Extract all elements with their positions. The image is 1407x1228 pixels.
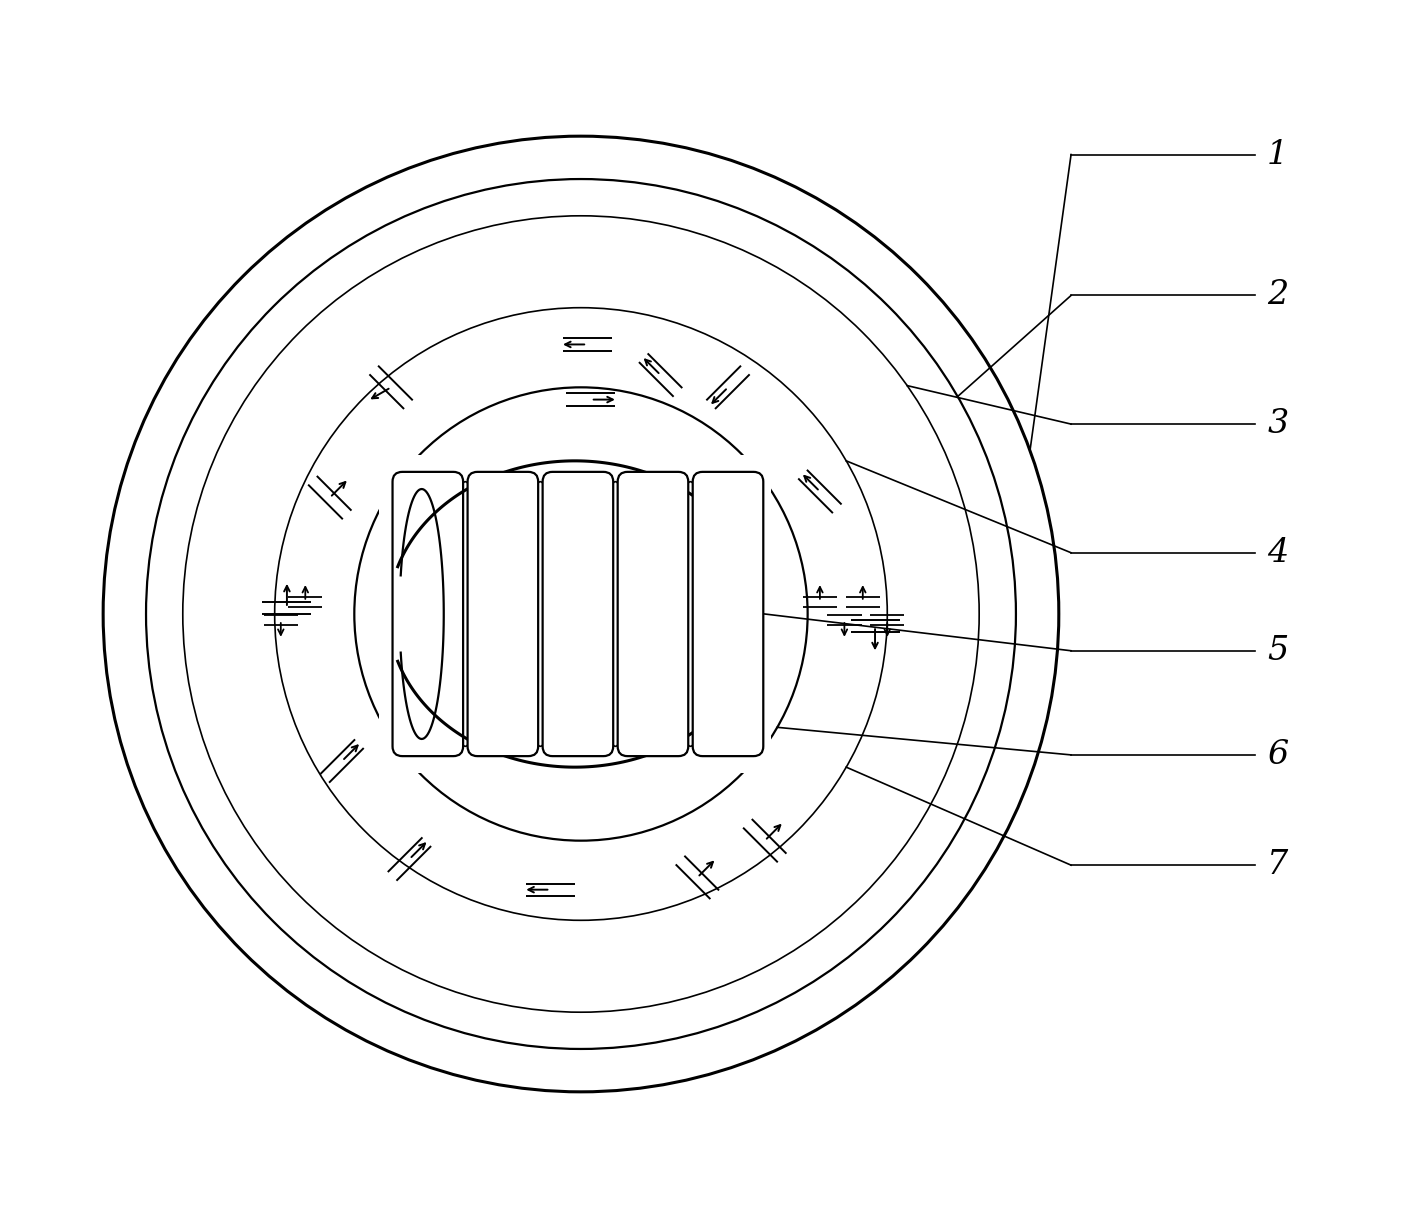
FancyBboxPatch shape	[692, 472, 763, 756]
Text: 4: 4	[1268, 537, 1289, 569]
Polygon shape	[378, 454, 771, 774]
FancyBboxPatch shape	[393, 472, 463, 756]
Text: 1: 1	[1268, 139, 1289, 171]
Text: 5: 5	[1268, 635, 1289, 667]
Text: 7: 7	[1268, 850, 1289, 882]
FancyBboxPatch shape	[543, 472, 613, 756]
Text: 3: 3	[1268, 408, 1289, 440]
Text: 2: 2	[1268, 280, 1289, 312]
Text: 6: 6	[1268, 739, 1289, 771]
FancyBboxPatch shape	[618, 472, 688, 756]
FancyBboxPatch shape	[467, 472, 537, 756]
